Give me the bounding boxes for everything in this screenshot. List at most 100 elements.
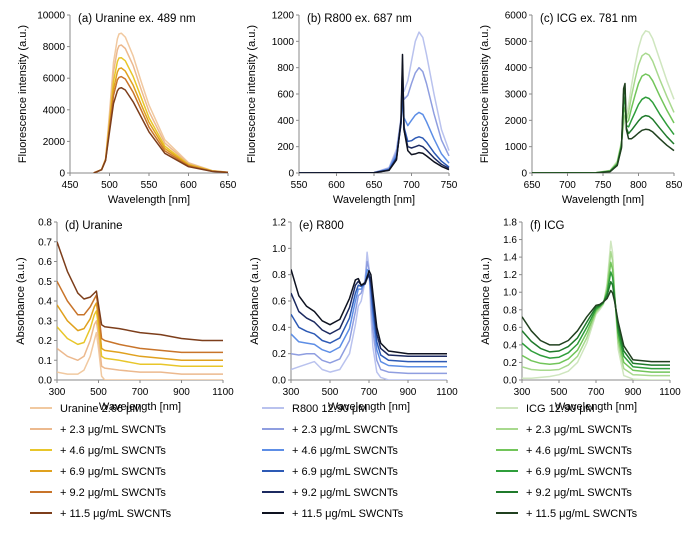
series-line-c-5 — [532, 82, 675, 173]
series-line-b-0 — [299, 31, 450, 173]
x-axis-label: Wavelength [nm] — [562, 194, 644, 206]
x-tick-label: 1100 — [659, 387, 681, 398]
series-group — [522, 240, 670, 380]
y-tick-label: 1.2 — [503, 270, 517, 281]
legend-entry: R800 12.90 μM — [292, 403, 367, 415]
legend-entry: + 6.9 μg/mL SWCNTs — [526, 466, 632, 478]
series-group — [532, 30, 675, 173]
x-tick-label: 300 — [283, 387, 300, 398]
x-tick-label: 800 — [630, 180, 647, 191]
x-axis-label: Wavelength [nm] — [108, 194, 190, 206]
y-tick-label: 0.7 — [38, 237, 52, 248]
y-tick-label: 400 — [277, 116, 294, 127]
legend-icg: ICG 12.90 μM + 2.3 μg/mL SWCNTs + 4.6 μg/m… — [496, 403, 638, 520]
x-tick-label: 900 — [173, 387, 190, 398]
y-tick-label: 8000 — [43, 42, 66, 53]
legend-entry: + 11.5 μg/mL SWCNTs — [60, 508, 172, 520]
y-tick-label: 6000 — [505, 11, 528, 22]
x-tick-label: 300 — [49, 387, 66, 398]
series-line-c-3 — [532, 95, 675, 173]
x-tick-label: 700 — [361, 387, 378, 398]
y-tick-label: 0.6 — [272, 297, 286, 308]
y-tick-label: 0.0 — [503, 376, 517, 387]
panel-title: (b) R800 ex. 687 nm — [307, 13, 412, 25]
x-tick-label: 600 — [328, 180, 345, 191]
series-line-e-3 — [291, 273, 447, 363]
y-tick-label: 1.0 — [503, 288, 517, 299]
x-tick-label: 700 — [588, 387, 605, 398]
y-tick-label: 1.0 — [272, 244, 286, 255]
y-tick-label: 0.6 — [38, 257, 52, 268]
legend-entry: + 4.6 μg/mL SWCNTs — [526, 445, 632, 457]
y-tick-label: 0.8 — [38, 218, 52, 229]
y-tick-label: 10000 — [37, 11, 65, 22]
y-tick-label: 0.8 — [272, 270, 286, 281]
chart-panel-e: 300 500 700 900 1100 0.0 0.2 0.4 0.6 0.8 1.0 1.2 Wav… — [249, 218, 458, 414]
y-tick-label: 200 — [277, 142, 294, 153]
y-tick-label: 6000 — [43, 74, 66, 85]
y-tick-label: 4000 — [505, 63, 528, 74]
x-tick-label: 700 — [403, 180, 420, 191]
y-tick-label: 1.8 — [503, 218, 517, 229]
y-axis-label: Absorbance (a.u.) — [480, 257, 492, 344]
x-tick-label: 1100 — [212, 387, 234, 398]
y-axis-label: Fluorescence intensity (a.u.) — [246, 25, 258, 163]
y-tick-label: 2000 — [43, 137, 66, 148]
series-line-f-0 — [522, 240, 670, 380]
series-line-d-2 — [57, 310, 223, 367]
series-line-c-1 — [532, 52, 675, 173]
y-tick-label: 0.2 — [272, 349, 286, 360]
y-axis-label: Absorbance (a.u.) — [249, 257, 261, 344]
series-line-d-5 — [57, 241, 223, 342]
panel-title: (a) Uranine ex. 489 nm — [78, 13, 196, 25]
legend-entry: + 2.3 μg/mL SWCNTs — [292, 424, 398, 436]
series-line-d-4 — [57, 280, 223, 354]
legend-entry: + 6.9 μg/mL SWCNTs — [292, 466, 398, 478]
x-tick-label: 900 — [625, 387, 642, 398]
y-tick-label: 4000 — [43, 105, 66, 116]
chart-panel-b: 550 600 650 700 750 0 200 400 600 800 1000 1200 Wave… — [246, 11, 458, 207]
x-tick-label: 450 — [62, 180, 79, 191]
x-tick-label: 550 — [141, 180, 158, 191]
series-line-b-5 — [299, 53, 450, 173]
series-line-e-5 — [291, 269, 447, 355]
x-tick-label: 850 — [666, 180, 683, 191]
x-axis-label: Wavelength [nm] — [333, 194, 415, 206]
y-axis-label: Fluorescence intensity (a.u.) — [479, 25, 491, 163]
y-tick-label: 1200 — [272, 11, 295, 22]
series-line-f-5 — [522, 289, 670, 363]
legend-entry: + 2.3 μg/mL SWCNTs — [60, 424, 166, 436]
legend-entry: ICG 12.90 μM — [526, 403, 595, 415]
series-line-f-4 — [522, 280, 670, 366]
panel-title: (c) ICG ex. 781 nm — [540, 13, 637, 25]
y-tick-label: 0.2 — [38, 336, 52, 347]
series-line-b-2 — [299, 93, 450, 173]
y-tick-label: 1000 — [272, 37, 295, 48]
x-tick-label: 700 — [132, 387, 149, 398]
x-tick-label: 600 — [180, 180, 197, 191]
legend-entry: + 9.2 μg/mL SWCNTs — [292, 487, 398, 499]
y-tick-label: 0 — [521, 169, 527, 180]
legend-entry: + 2.3 μg/mL SWCNTs — [526, 424, 632, 436]
panel-title: (d) Uranine — [65, 220, 123, 232]
x-axis-label: Wavelength [nm] — [328, 401, 410, 413]
y-tick-label: 0.5 — [38, 277, 52, 288]
chart-panel-c: 650 700 750 800 850 0 1000 2000 3000 4000 5000 6000… — [479, 11, 683, 207]
series-line-b-3 — [299, 86, 450, 173]
y-tick-label: 1.4 — [503, 253, 517, 264]
y-tick-label: 0.6 — [503, 323, 517, 334]
series-line-f-3 — [522, 271, 670, 370]
panel-title: (f) ICG — [530, 220, 565, 232]
y-tick-label: 0.8 — [503, 305, 517, 316]
x-tick-label: 550 — [291, 180, 308, 191]
series-line-a-5 — [93, 86, 229, 173]
x-tick-label: 700 — [559, 180, 576, 191]
y-tick-label: 0.4 — [38, 297, 52, 308]
series-line-c-2 — [532, 73, 675, 173]
y-tick-label: 0.1 — [38, 356, 52, 367]
y-tick-label: 0.3 — [38, 316, 52, 327]
x-tick-label: 650 — [220, 180, 237, 191]
legend-entry: + 4.6 μg/mL SWCNTs — [292, 445, 398, 457]
y-tick-label: 0.2 — [503, 358, 517, 369]
